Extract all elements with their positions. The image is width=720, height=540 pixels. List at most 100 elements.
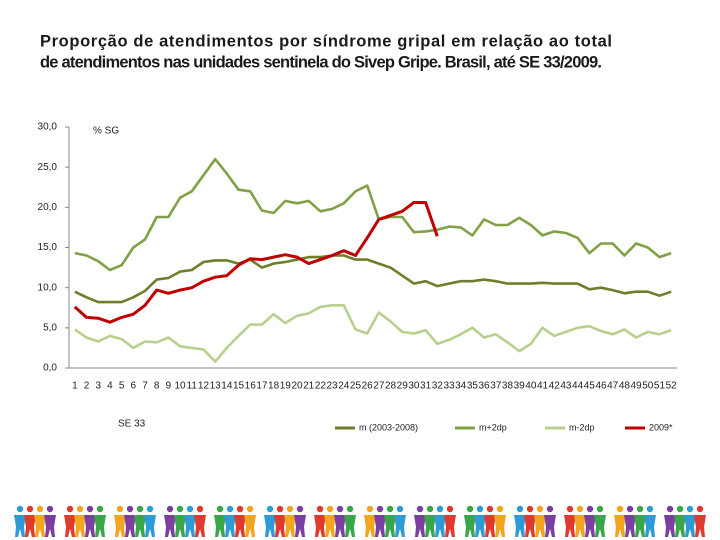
decoration — [264, 515, 276, 537]
x-tick-label: 12 — [198, 381, 210, 392]
decoration — [664, 515, 676, 537]
decoration — [96, 505, 104, 513]
x-tick-label: 52 — [666, 381, 678, 392]
x-tick-label: 1 — [72, 381, 78, 392]
decoration — [166, 505, 174, 513]
decoration — [416, 505, 424, 513]
decoration — [526, 505, 534, 513]
decoration — [396, 505, 404, 513]
decoration — [446, 505, 454, 513]
x-tick-label: 7 — [142, 381, 148, 392]
x-tick-label: 31 — [420, 381, 432, 392]
y-tick-label: 25,0 — [38, 162, 58, 173]
y-tick-label: 10,0 — [38, 282, 58, 293]
decoration — [94, 515, 106, 537]
x-tick-label: 34 — [455, 381, 467, 392]
decoration — [124, 515, 136, 537]
x-tick-label: 41 — [537, 381, 549, 392]
decoration — [674, 515, 686, 537]
x-tick-label: 49 — [631, 381, 643, 392]
decoration — [36, 505, 44, 513]
decoration — [544, 515, 556, 537]
series-line — [74, 304, 672, 363]
x-tick-label: 45 — [584, 381, 596, 392]
legend-label: 2009* — [649, 422, 673, 432]
y-tick-label: 30,0 — [38, 122, 58, 133]
decoration — [626, 505, 634, 513]
decoration — [496, 505, 504, 513]
x-tick-label: 26 — [362, 381, 374, 392]
decoration — [374, 515, 386, 537]
decoration — [464, 515, 476, 537]
x-tick-label: 8 — [154, 381, 160, 392]
decoration — [64, 515, 76, 537]
x-tick-label: 46 — [595, 381, 607, 392]
decoration — [334, 515, 346, 537]
decoration — [286, 505, 294, 513]
decoration — [516, 505, 524, 513]
decoration — [74, 515, 86, 537]
decoration — [216, 505, 224, 513]
x-tick-label: 42 — [549, 381, 561, 392]
x-tick-label: 32 — [432, 381, 444, 392]
legend-label: m (2003-2008) — [359, 422, 418, 432]
decoration — [494, 515, 506, 537]
x-tick-label: 38 — [502, 381, 514, 392]
series-line — [73, 201, 439, 324]
decoration — [164, 515, 176, 537]
x-tick-label: 3 — [95, 381, 101, 392]
x-tick-label: 51 — [654, 381, 666, 392]
decoration — [546, 505, 554, 513]
x-tick-label: 22 — [315, 381, 327, 392]
decoration — [324, 515, 336, 537]
decoration — [214, 515, 226, 537]
decoration — [114, 515, 126, 537]
x-tick-label: 23 — [327, 381, 339, 392]
x-tick-label: 2 — [84, 381, 90, 392]
x-tick-label: 21 — [303, 381, 315, 392]
decoration — [24, 515, 36, 537]
series-line — [74, 254, 672, 304]
x-tick-label: 16 — [245, 381, 257, 392]
decoration — [646, 505, 654, 513]
decoration — [44, 515, 56, 537]
decoration — [596, 505, 604, 513]
decoration — [276, 505, 284, 513]
decoration — [246, 505, 254, 513]
x-tick-label: 17 — [256, 381, 268, 392]
decoration — [444, 515, 456, 537]
x-tick-label: 10 — [175, 381, 187, 392]
decoration — [524, 515, 536, 537]
x-tick-label: 19 — [280, 381, 292, 392]
x-tick-label: 9 — [166, 381, 172, 392]
x-tick-label: 27 — [373, 381, 385, 392]
decoration — [394, 515, 406, 537]
decoration — [346, 505, 354, 513]
x-tick-label: 6 — [131, 381, 137, 392]
decoration — [186, 505, 194, 513]
chart-title: Proporção de atendimentos por síndrome g… — [40, 32, 612, 50]
decoration — [534, 515, 546, 537]
y-axis-label: % SG — [93, 126, 119, 137]
decoration — [576, 505, 584, 513]
decoration — [426, 505, 434, 513]
decoration — [616, 505, 624, 513]
decoration — [194, 515, 206, 537]
decoration — [84, 515, 96, 537]
x-tick-label: 44 — [572, 381, 584, 392]
x-tick-label: 28 — [385, 381, 397, 392]
decoration — [384, 515, 396, 537]
x-tick-label: 37 — [490, 381, 502, 392]
decoration — [76, 505, 84, 513]
decoration — [614, 515, 626, 537]
x-tick-label: 33 — [443, 381, 455, 392]
decoration — [184, 515, 196, 537]
decoration — [136, 505, 144, 513]
decoration — [486, 505, 494, 513]
decoration — [116, 505, 124, 513]
y-tick-label: 5,0 — [43, 322, 57, 333]
decoration — [564, 515, 576, 537]
annotation: SE 33 — [118, 419, 146, 430]
decoration — [296, 505, 304, 513]
x-tick-label: 5 — [119, 381, 125, 392]
